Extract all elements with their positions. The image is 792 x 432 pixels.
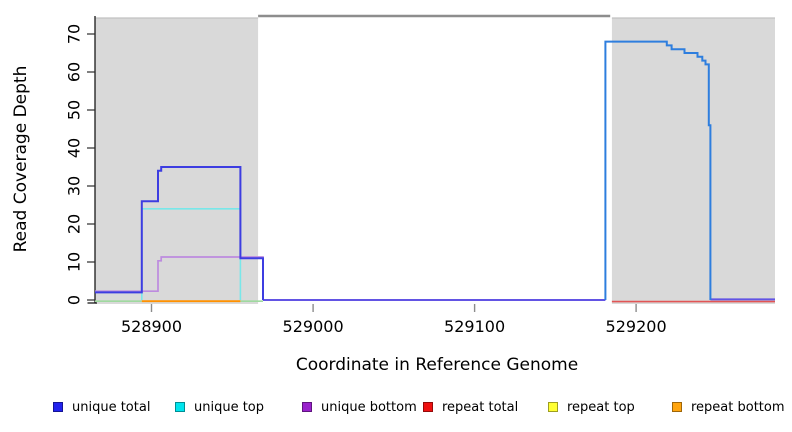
legend-label: repeat total [442, 399, 519, 415]
legend-swatch-icon [302, 402, 312, 412]
y-tick-label: 50 [64, 99, 84, 121]
x-tick-label: 528900 [120, 317, 183, 336]
y-tick-label: 70 [64, 23, 84, 45]
x-axis-title: Coordinate in Reference Genome [295, 355, 579, 375]
y-tick-label: 60 [64, 61, 84, 83]
y-tick-label: 40 [64, 137, 84, 159]
legend-swatch-icon [423, 402, 433, 412]
y-axis-title: Read Coverage Depth [11, 65, 31, 253]
legend-swatch-icon [175, 402, 185, 412]
legend-label: unique bottom [321, 399, 417, 415]
legend-label: repeat top [567, 399, 635, 415]
right-masked-region [611, 18, 775, 304]
unique-total-top-overlap-right [604, 40, 712, 300]
x-tick-label: 529000 [282, 317, 344, 336]
y-tick-label: 10 [64, 251, 84, 273]
left-masked-region [95, 18, 259, 304]
legend-item-unique-total: unique total [53, 399, 151, 415]
legend-label: unique total [72, 399, 151, 415]
y-tick-label: 20 [64, 213, 84, 235]
legend-item-unique-top: unique top [175, 399, 265, 415]
y-tick-label: 0 [64, 294, 84, 306]
legend-item-repeat-top: repeat top [548, 399, 635, 415]
legend-label: repeat bottom [691, 399, 785, 415]
legend-swatch-icon [53, 402, 63, 412]
legend-label: unique top [194, 399, 265, 415]
unique-total-series-left [95, 166, 264, 300]
x-tick-label: 529100 [444, 317, 506, 336]
legend-swatch-icon [672, 402, 682, 412]
unique-bottom-series-left [95, 256, 264, 299]
legend-swatch-icon [548, 402, 558, 412]
legend-item-unique-bottom: unique bottom [302, 399, 417, 415]
legend-item-repeat-bottom: repeat bottom [672, 399, 785, 415]
x-tick-label: 529200 [605, 317, 667, 336]
legend-item-repeat-total: repeat total [423, 399, 519, 415]
y-tick-label: 30 [64, 175, 84, 197]
